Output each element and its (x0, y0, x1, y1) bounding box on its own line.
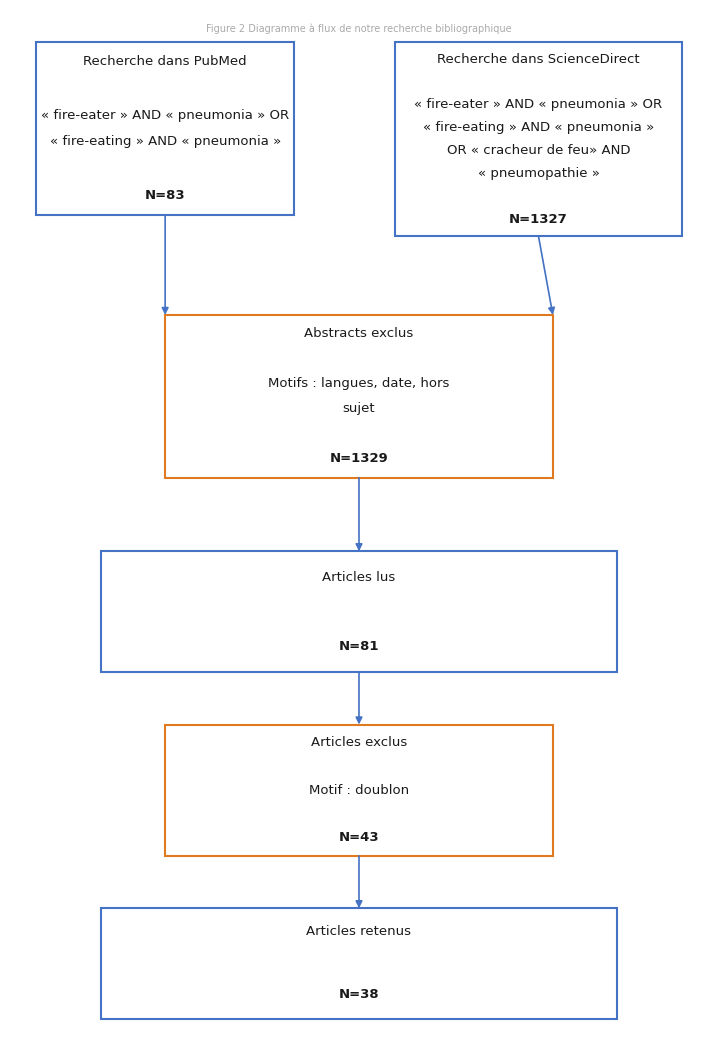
Text: N=43: N=43 (339, 832, 379, 844)
Text: Articles exclus: Articles exclus (311, 736, 407, 749)
FancyBboxPatch shape (165, 315, 553, 478)
Text: N=1329: N=1329 (330, 453, 388, 465)
FancyBboxPatch shape (395, 42, 682, 236)
Text: « pneumopathie »: « pneumopathie » (477, 167, 600, 180)
Text: Motif : doublon: Motif : doublon (309, 783, 409, 797)
Text: Articles lus: Articles lus (322, 570, 396, 584)
Text: N=1327: N=1327 (509, 212, 568, 226)
Text: N=83: N=83 (145, 189, 185, 202)
Text: Articles retenus: Articles retenus (307, 925, 411, 939)
FancyBboxPatch shape (101, 908, 617, 1018)
FancyBboxPatch shape (36, 42, 294, 215)
Text: « fire-eater » AND « pneumonia » OR: « fire-eater » AND « pneumonia » OR (41, 109, 289, 122)
Text: Recherche dans PubMed: Recherche dans PubMed (83, 56, 247, 68)
FancyBboxPatch shape (101, 551, 617, 672)
Text: Abstracts exclus: Abstracts exclus (304, 328, 414, 340)
Text: N=81: N=81 (339, 639, 379, 653)
Text: « fire-eating » AND « pneumonia »: « fire-eating » AND « pneumonia » (423, 121, 654, 134)
Text: « fire-eater » AND « pneumonia » OR: « fire-eater » AND « pneumonia » OR (414, 99, 663, 111)
Text: Motifs : langues, date, hors: Motifs : langues, date, hors (269, 377, 449, 391)
Text: OR « cracheur de feu» AND: OR « cracheur de feu» AND (447, 144, 630, 158)
Text: Recherche dans ScienceDirect: Recherche dans ScienceDirect (437, 52, 640, 66)
Text: Figure 2 Diagramme à flux de notre recherche bibliographique: Figure 2 Diagramme à flux de notre reche… (206, 23, 512, 34)
Text: N=38: N=38 (339, 988, 379, 1002)
Text: « fire-eating » AND « pneumonia »: « fire-eating » AND « pneumonia » (50, 135, 281, 148)
Text: sujet: sujet (342, 402, 376, 416)
FancyBboxPatch shape (165, 724, 553, 856)
